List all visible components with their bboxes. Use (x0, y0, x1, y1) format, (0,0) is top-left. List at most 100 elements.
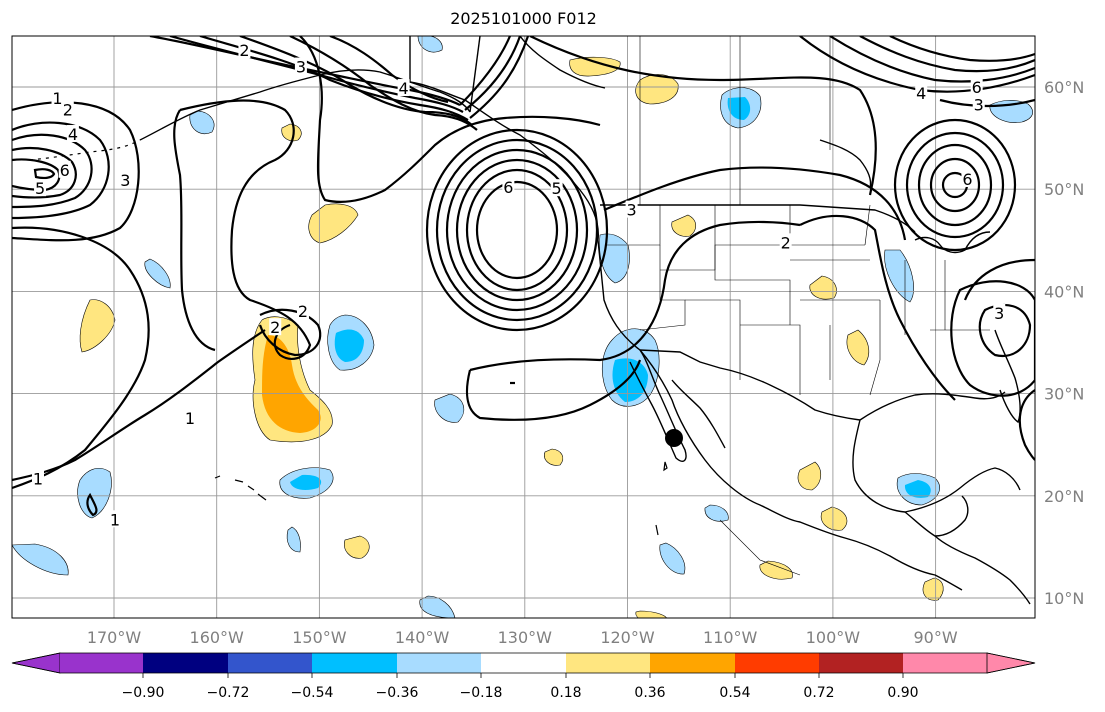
longitude-label: 90°W (914, 628, 958, 647)
longitude-label: 120°W (600, 628, 655, 647)
colorbar-label: −0.72 (207, 685, 250, 701)
us-mexico-border (639, 349, 861, 421)
longitude-label: 110°W (703, 628, 758, 647)
colorbar-label: 0.18 (550, 685, 581, 701)
latitude-label: 50°N (1044, 180, 1084, 199)
negative-anomaly-core (612, 358, 648, 402)
negative-anomaly-region (419, 595, 456, 618)
contour-line (929, 157, 981, 213)
contour-label-background (61, 100, 74, 118)
contour-line (455, 158, 579, 302)
colorbar-label: −0.54 (291, 685, 334, 701)
contour-label-background (915, 84, 928, 102)
map-title: 2025101000 F012 (450, 9, 597, 28)
latitude-label: 20°N (1044, 487, 1084, 506)
contour-line (12, 133, 93, 209)
contour-line (950, 280, 1035, 397)
negative-anomaly-core (904, 480, 931, 498)
contour-label: 6 (60, 161, 70, 180)
contour-label: 3 (296, 58, 306, 77)
contour-line (258, 308, 322, 357)
colorbar-label: 0.90 (887, 685, 918, 701)
contour-line (459, 36, 512, 106)
contour-line (917, 143, 993, 227)
colorbar-label: 0.72 (803, 685, 834, 701)
contour-label: 5 (35, 179, 45, 198)
colorbar-segment (397, 653, 481, 673)
contour-line (469, 36, 530, 119)
colorbar-outline (11, 652, 1036, 674)
yucatan-coast (904, 495, 969, 537)
florida-peninsula (994, 329, 1021, 424)
contour-line (939, 98, 1035, 108)
contour-label-background (625, 200, 638, 218)
positive-anomaly-region (922, 577, 944, 601)
contour-line (12, 158, 61, 192)
negative-anomaly-region (189, 110, 215, 135)
positive-anomaly-region (79, 299, 116, 353)
negative-anomaly-region (884, 249, 914, 303)
contour-label: 4 (68, 125, 78, 144)
hawaii-islands (214, 475, 267, 501)
contour-label-background (550, 179, 563, 197)
central-america-coast (934, 535, 1031, 605)
colorbar-segment (735, 653, 819, 673)
negative-anomaly-region (659, 542, 686, 575)
longitude-label: 130°W (498, 628, 553, 647)
contour-line (859, 36, 1035, 73)
positive-anomaly-region (671, 214, 697, 237)
canada-alaska-border (469, 36, 481, 113)
colorbar-extend-max (986, 652, 1036, 674)
contour-line (603, 166, 907, 241)
negative-anomaly-core (334, 329, 364, 362)
colorbar-segment (903, 653, 987, 673)
contour-label-background (183, 409, 196, 427)
longitude-label: 160°W (190, 628, 245, 647)
location-marker (665, 429, 683, 447)
colorbar-label: −0.90 (122, 685, 165, 701)
island (655, 524, 659, 536)
positive-anomaly-region (635, 74, 679, 105)
contour-label: 3 (974, 95, 984, 114)
gulf-of-california-coast (671, 379, 726, 449)
contour-label-background (294, 57, 307, 75)
contour-label: 3 (627, 201, 637, 220)
contour-label-background (32, 469, 45, 487)
contour-label-background (66, 125, 79, 143)
contour-line (239, 36, 473, 126)
positive-anomaly-region (281, 123, 302, 142)
colorbar-segment (650, 653, 735, 673)
positive-anomaly-region (809, 275, 837, 300)
contour-label: 2 (239, 41, 249, 60)
contour-label-background (34, 179, 47, 197)
canadian-arctic-coast (519, 36, 606, 89)
contour-line (905, 131, 1005, 239)
contour-line (445, 148, 589, 312)
colorbar-segment (819, 653, 903, 673)
contour-label: 2 (63, 100, 73, 119)
contour-label-background (970, 78, 983, 95)
colorbar-segment (143, 653, 228, 673)
contour-line (329, 36, 449, 104)
negative-anomaly-region (434, 393, 465, 423)
longitude-label: 150°W (292, 628, 347, 647)
positive-anomaly-region (759, 560, 793, 580)
colorbar-label: −0.36 (376, 685, 419, 701)
negative-anomaly-region (77, 467, 112, 519)
positive-anomaly-region (344, 535, 370, 559)
colorbar-label: −0.18 (460, 685, 503, 701)
contour-label: 3 (120, 171, 130, 190)
contour-label: 2 (781, 233, 791, 252)
us-canada-border (600, 204, 916, 233)
contour-label-background (993, 303, 1006, 321)
contour-line (435, 138, 599, 322)
negative-anomaly-region (144, 258, 171, 289)
contour-label-background (51, 89, 64, 107)
colorbar-extend-min (11, 652, 61, 674)
negative-anomaly-core (290, 474, 322, 490)
contour-line (529, 36, 877, 196)
positive-anomaly-region (308, 203, 359, 244)
contour-label: 4 (399, 79, 409, 98)
contour-line (425, 128, 609, 332)
